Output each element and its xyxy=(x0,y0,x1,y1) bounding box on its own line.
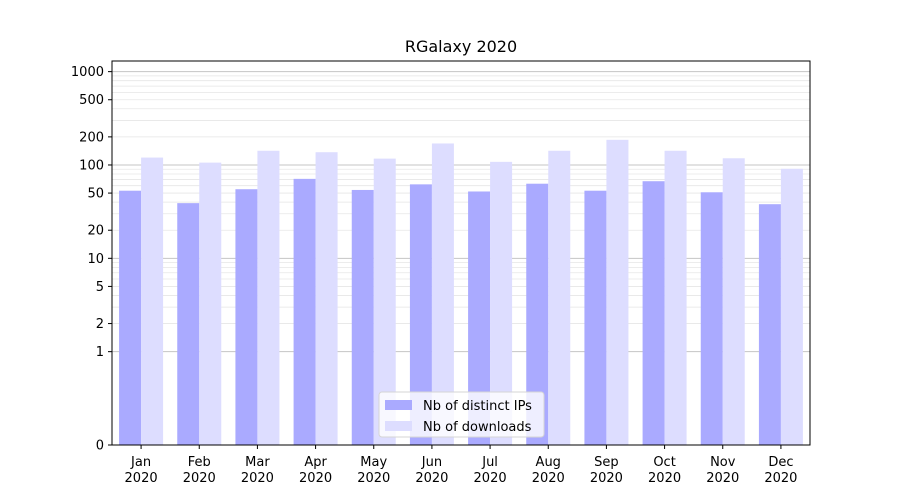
bar-downloads xyxy=(257,150,280,445)
x-tick-label: Oct 2020 xyxy=(648,455,681,486)
legend-swatch xyxy=(385,421,412,431)
bar-distinct-ips xyxy=(351,189,374,445)
bar-downloads xyxy=(199,162,222,445)
y-tick-label: 5 xyxy=(96,280,104,295)
legend: Nb of distinct IPs Nb of downloads xyxy=(378,391,545,438)
bar-distinct-ips xyxy=(409,184,432,445)
bar-downloads xyxy=(315,152,338,445)
bars xyxy=(119,139,803,446)
bar-downloads xyxy=(490,161,513,446)
bar-downloads xyxy=(141,157,164,446)
y-tick-label: 1000 xyxy=(71,65,104,80)
x-tick-label: May 2020 xyxy=(357,455,390,486)
bar-distinct-ips xyxy=(119,190,142,445)
axes: 0 1 2 5 10 20 50 100 200 500 1000 Jan 2020 Feb 2020 Mar… xyxy=(71,60,811,486)
bar-downloads xyxy=(431,143,454,445)
x-tick-label: Jul 2020 xyxy=(474,455,507,486)
x-tick-label: Aug 2020 xyxy=(532,455,565,486)
y-tick-label: 50 xyxy=(87,187,104,202)
legend-label: Nb of downloads xyxy=(423,420,532,435)
bar-distinct-ips xyxy=(700,192,723,445)
x-tick-label: Dec 2020 xyxy=(764,455,797,486)
y-tick-label: 0 xyxy=(96,439,104,454)
legend-swatch xyxy=(385,400,412,410)
grid-lines xyxy=(112,71,810,353)
y-tick-label: 100 xyxy=(79,158,104,173)
y-tick-label: 1 xyxy=(96,345,104,360)
y-tick-label: 500 xyxy=(79,93,104,108)
chart-title: RGalaxy 2020 xyxy=(405,37,517,56)
legend-box xyxy=(378,391,545,438)
bar-downloads xyxy=(548,150,571,445)
bar-distinct-ips xyxy=(468,191,491,445)
bar-distinct-ips xyxy=(584,190,607,445)
bar-distinct-ips xyxy=(526,183,549,445)
bar-distinct-ips xyxy=(235,189,258,445)
bar-distinct-ips xyxy=(293,178,316,445)
plot-frame xyxy=(111,60,811,446)
y-tick-label: 2 xyxy=(96,317,104,332)
y-tick-label: 20 xyxy=(87,224,104,239)
x-tick-label: Jun 2020 xyxy=(415,455,448,486)
x-tick-label: Jan 2020 xyxy=(125,455,158,486)
x-tick-label: Nov 2020 xyxy=(706,455,739,486)
x-tick-label: Feb 2020 xyxy=(183,455,216,486)
x-tick-label: Apr 2020 xyxy=(299,455,332,486)
y-tick-label: 200 xyxy=(79,130,104,145)
y-tick-label: 10 xyxy=(87,252,104,267)
bar-downloads xyxy=(373,158,396,445)
bar-downloads xyxy=(722,158,745,445)
bar-distinct-ips xyxy=(177,203,200,445)
bar-downloads xyxy=(780,168,803,446)
legend-label: Nb of distinct IPs xyxy=(423,399,532,414)
x-tick-label: Sep 2020 xyxy=(590,455,623,486)
bar-distinct-ips xyxy=(642,181,665,446)
bar-downloads xyxy=(664,150,687,445)
x-tick-label: Mar 2020 xyxy=(241,455,274,486)
bar-downloads xyxy=(606,139,629,445)
bar-distinct-ips xyxy=(758,204,781,445)
